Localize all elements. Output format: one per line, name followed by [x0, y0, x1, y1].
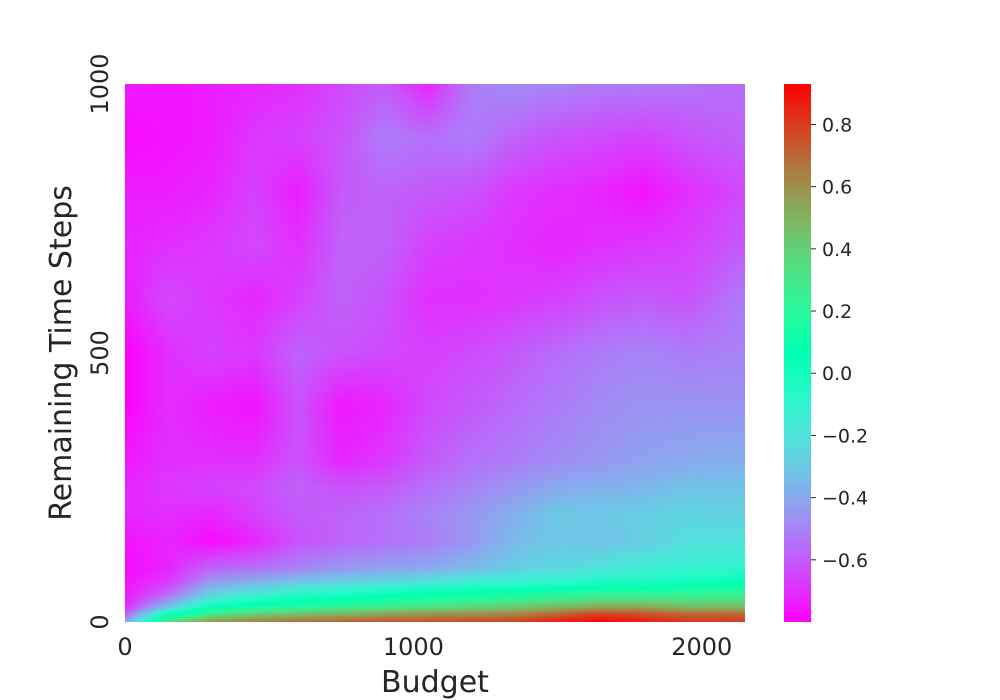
y-tick-label: 0: [86, 614, 114, 629]
colorbar-gradient: [784, 84, 811, 622]
colorbar-ticks: −0.6 −0.4 −0.2 0.0 0.2 0.4 0.6 0.8: [811, 114, 868, 572]
colorbar-tick-label: 0.6: [822, 177, 852, 199]
colorbar-tick-label: 0.4: [822, 239, 852, 261]
y-axis-label: Remaining Time Steps: [44, 185, 79, 521]
y-tick-label: 1000: [86, 53, 114, 114]
colorbar-tick-label: −0.4: [822, 488, 868, 510]
colorbar-tick-label: −0.6: [822, 550, 868, 572]
colorbar-tick-label: 0.8: [822, 114, 852, 136]
x-tick-label: 1000: [383, 633, 444, 661]
x-tick-label: 0: [117, 633, 132, 661]
x-tick-label: 2000: [671, 633, 732, 661]
y-axis-ticks: 0 500 1000: [86, 53, 114, 629]
colorbar: −0.6 −0.4 −0.2 0.0 0.2 0.4 0.6 0.8: [784, 84, 868, 622]
plot-area: [125, 84, 745, 622]
colorbar-tick-label: 0.2: [822, 301, 852, 323]
heatmap-image: [125, 84, 745, 622]
colorbar-tick-label: −0.2: [822, 425, 868, 447]
x-axis-label: Budget: [381, 665, 489, 700]
colorbar-tick-label: 0.0: [822, 363, 852, 385]
x-axis-ticks: 0 1000 2000: [117, 633, 732, 661]
y-tick-label: 500: [86, 330, 114, 376]
